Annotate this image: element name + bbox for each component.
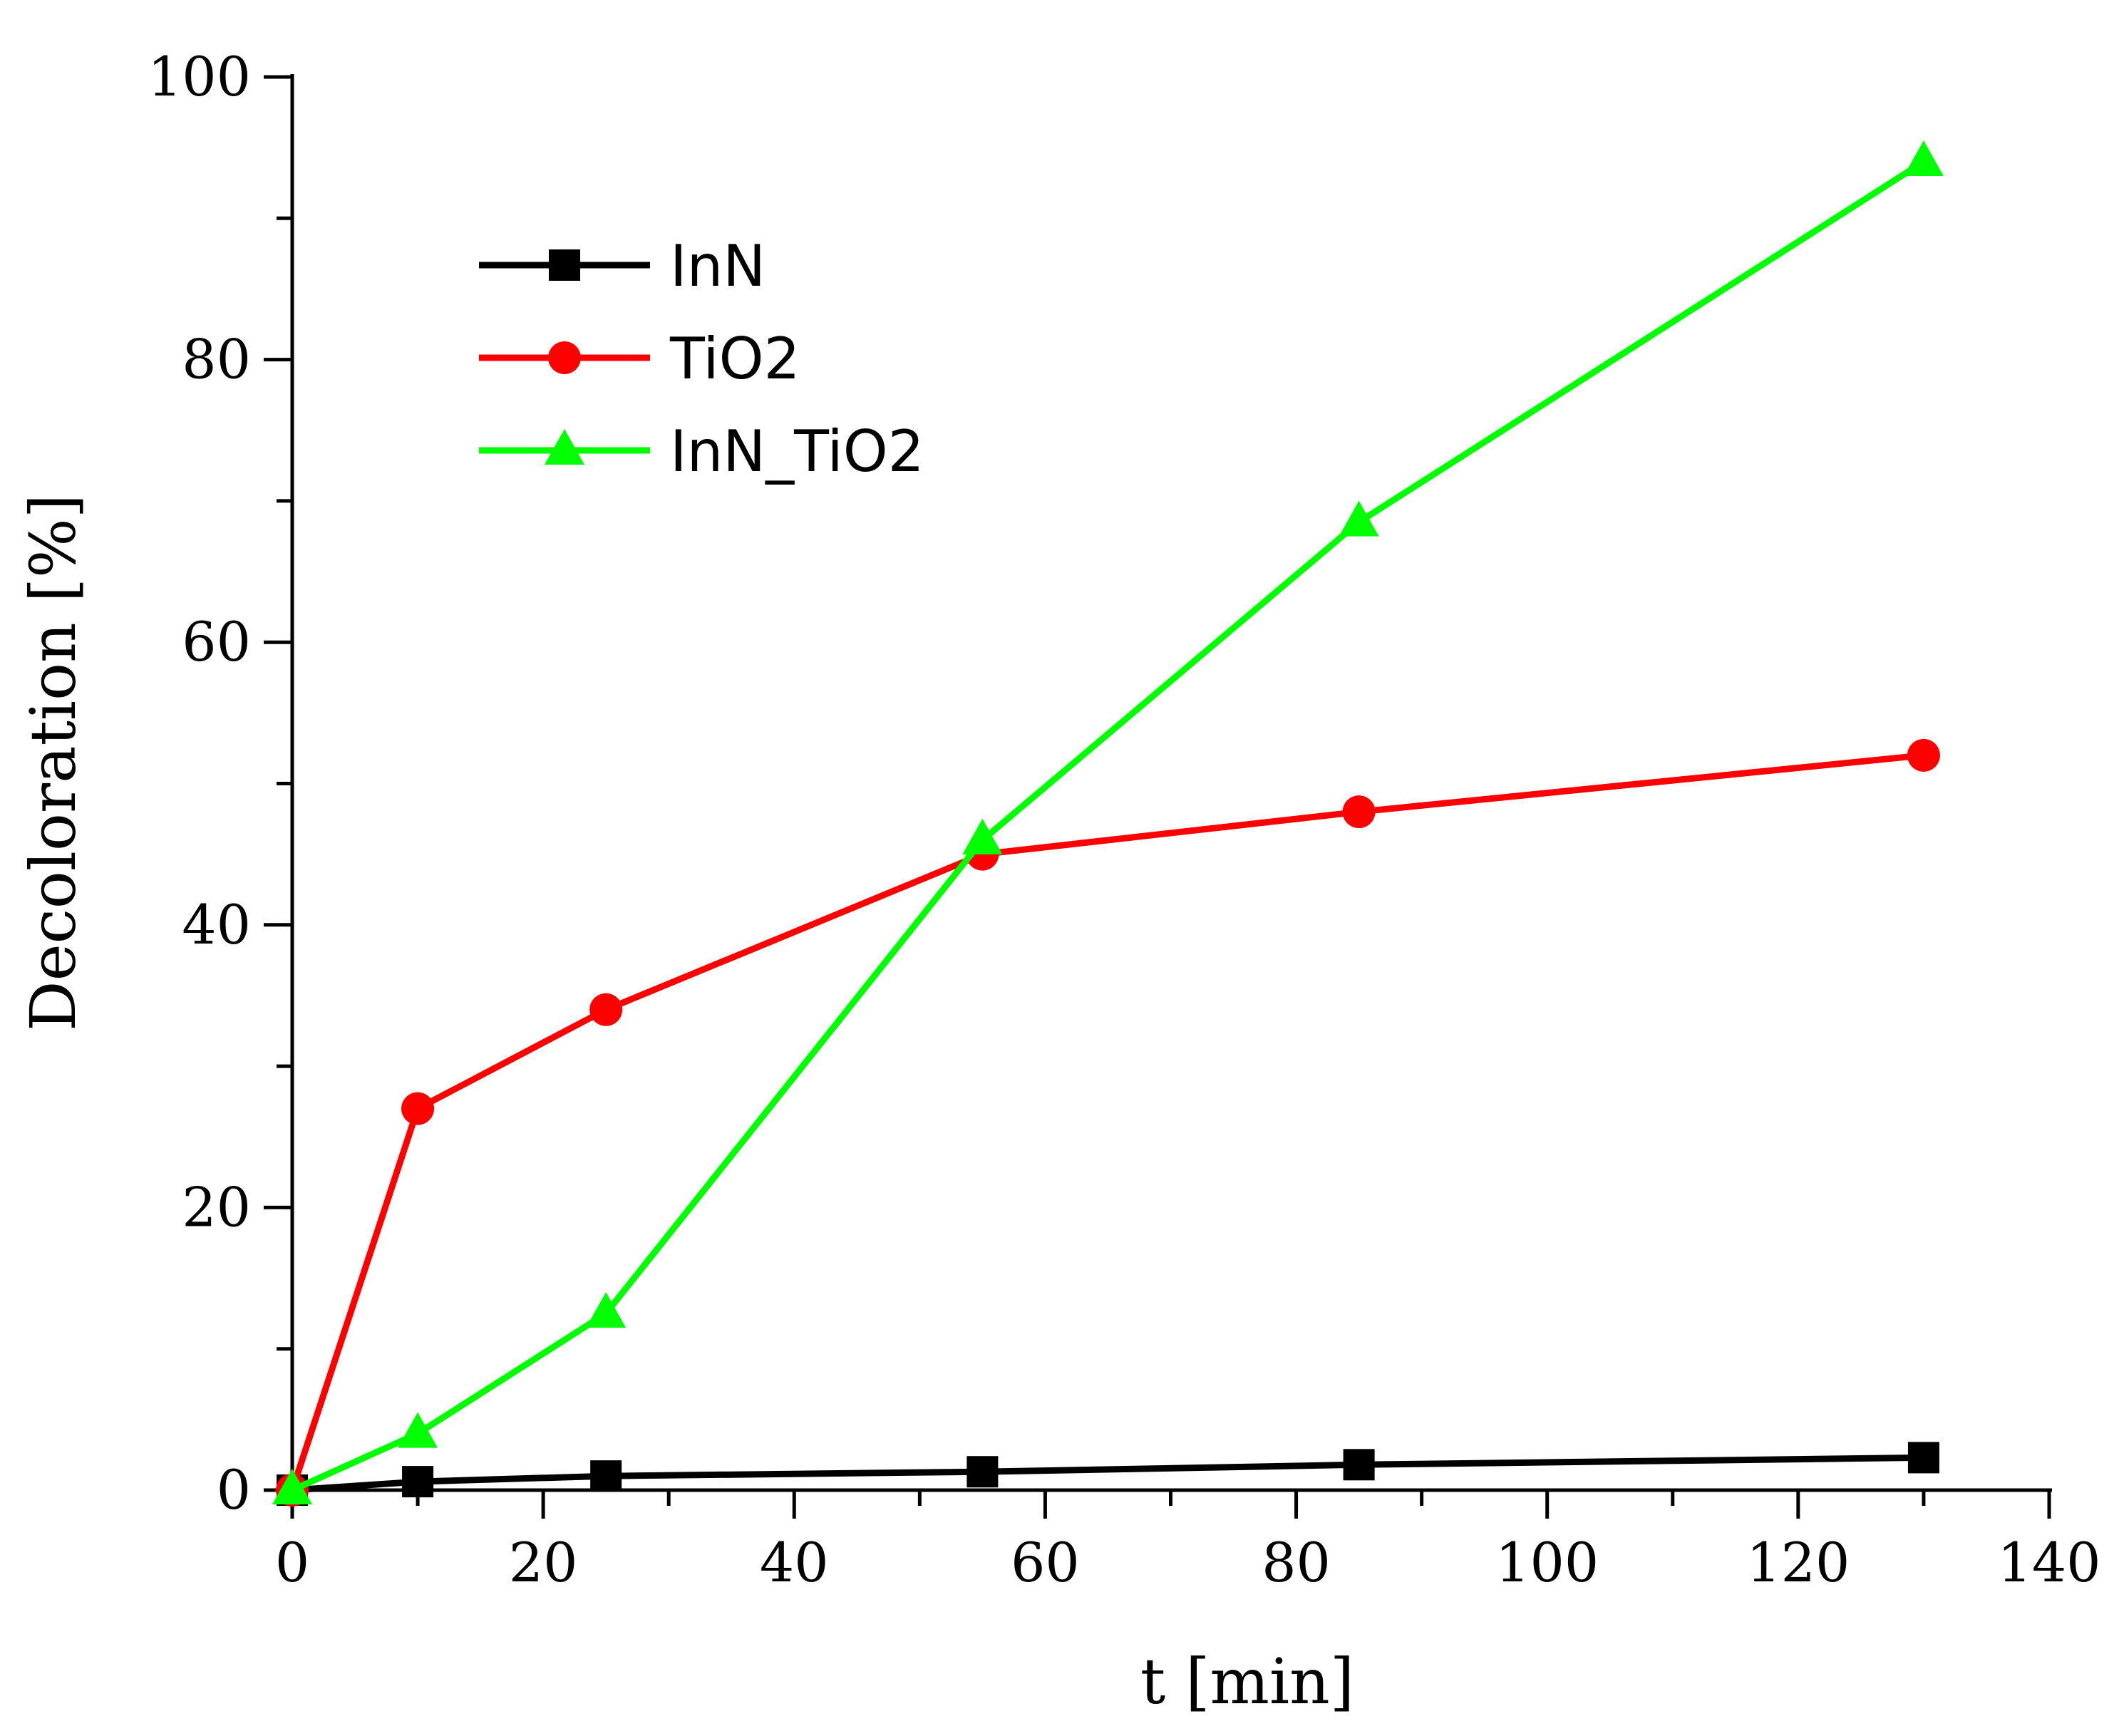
axes (289, 74, 2052, 1493)
x-tick-label: 40 (760, 1531, 829, 1594)
x-tick-label: 0 (275, 1531, 309, 1594)
legend-marker-inn-tio2 (545, 429, 584, 465)
series-inn (277, 1442, 1939, 1506)
series-line-inn (292, 1454, 1924, 1494)
data-point-tio2 (1907, 738, 1940, 772)
legend: InN TiO2 InN_TiO2 (479, 233, 924, 485)
legend-marker-tio2 (548, 341, 581, 374)
legend-label-inn-tio2: InN_TiO2 (670, 418, 924, 485)
legend-label-inn: InN (670, 233, 765, 299)
series-line-tio2 (289, 752, 1924, 1492)
data-point-inn (1343, 1449, 1375, 1481)
data-point-tio2 (401, 1092, 435, 1125)
legend-item-inn: InN (479, 233, 765, 299)
y-axis-title: Decoloration [%] (16, 494, 90, 1031)
data-point-inn (1907, 1442, 1939, 1474)
data-point-inn-tio2 (586, 1292, 627, 1328)
data-point-inn-tio2 (1339, 500, 1379, 537)
y-tick-label: 80 (182, 328, 251, 391)
legend-item-tio2: TiO2 (479, 326, 800, 392)
x-tick-label: 140 (1997, 1531, 2100, 1594)
data-point-tio2 (1342, 795, 1376, 829)
series-inn-tio2 (272, 140, 1944, 1504)
x-tick-label: 80 (1262, 1531, 1331, 1594)
y-tick-label: 100 (148, 45, 251, 108)
legend-label-tio2: TiO2 (669, 326, 800, 392)
y-tick-label: 40 (182, 893, 251, 956)
data-point-inn (590, 1460, 622, 1492)
data-point-tio2 (589, 993, 623, 1026)
data-point-inn (402, 1466, 434, 1498)
series-group (272, 140, 1944, 1507)
x-tick-label: 120 (1746, 1531, 1850, 1594)
series-tio2 (276, 738, 1940, 1507)
data-point-inn (966, 1456, 999, 1488)
x-tick-label: 60 (1011, 1531, 1080, 1594)
data-point-inn-tio2 (398, 1412, 438, 1448)
series-line-inn-tio2 (291, 159, 1926, 1494)
ticks: 0 20 40 60 80 100 120 140 0 20 40 60 80 100 (148, 45, 2101, 1594)
y-tick-label: 0 (217, 1458, 251, 1521)
x-tick-label: 100 (1495, 1531, 1599, 1594)
data-point-inn-tio2 (1903, 140, 1944, 176)
legend-marker-inn (549, 249, 580, 281)
x-tick-label: 20 (509, 1531, 578, 1594)
x-axis-title: t [min] (1140, 1645, 1354, 1718)
y-tick-label: 20 (182, 1175, 251, 1239)
legend-item-inn-tio2: InN_TiO2 (479, 418, 924, 485)
data-point-inn-tio2 (272, 1469, 312, 1504)
y-tick-label: 60 (182, 610, 251, 673)
data-point-inn-tio2 (962, 818, 1003, 854)
